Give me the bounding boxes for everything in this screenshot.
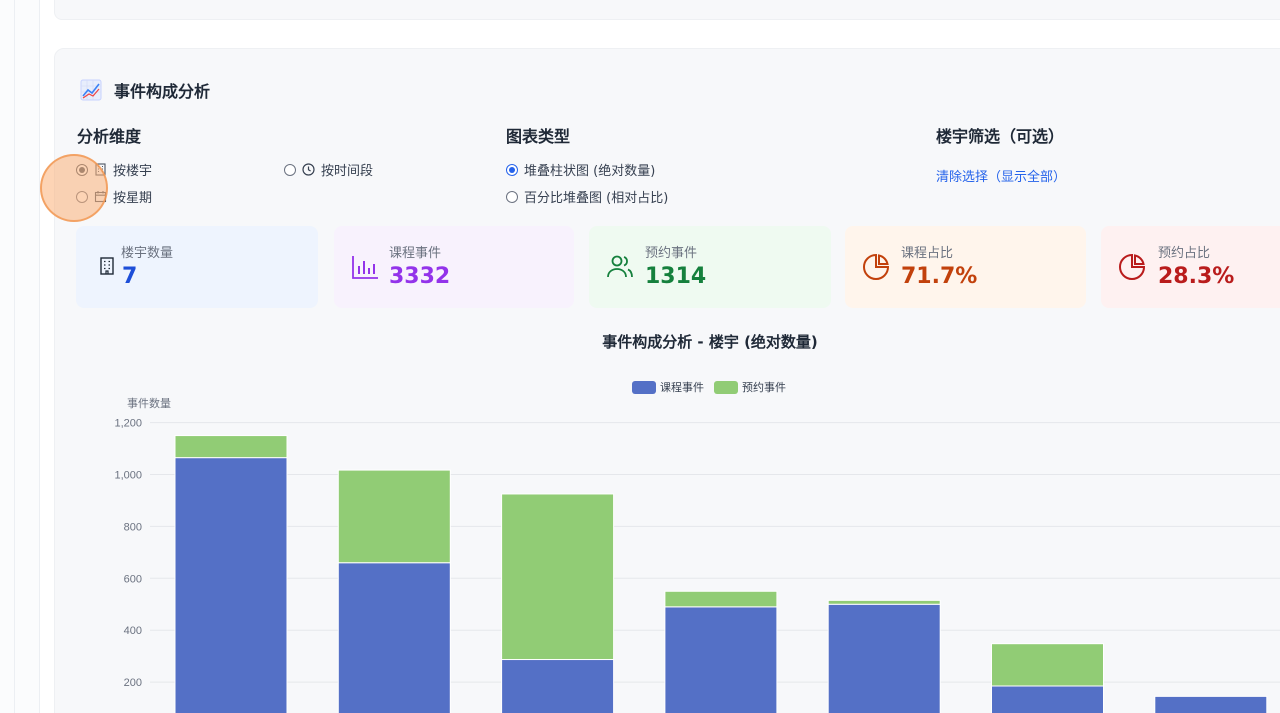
bar-segment [664,606,778,713]
clock-icon [302,163,315,176]
bar-segment [991,643,1104,687]
bar-segment [337,469,451,564]
radio-label: 堆叠柱状图 (绝对数量) [524,164,656,179]
users-icon [607,255,633,278]
y-tick-label: 200 [124,677,142,689]
radio-label: 按时间段 [321,164,374,179]
stat-value: 28.3% [1158,264,1235,289]
stat-label: 预约事件 [645,246,698,261]
clear-selection-link[interactable]: 清除选择（显示全部） [936,170,1067,185]
stat-label: 课程事件 [389,246,442,261]
previous-section-card [54,0,1280,20]
y-tick-label: 800 [124,521,142,533]
legend-swatch [632,381,656,394]
radio-circle[interactable] [506,190,518,203]
building-icon [100,257,114,275]
legend-label: 预约事件 [742,381,786,394]
stat-label: 课程占比 [901,246,954,261]
stat-card-course-events: 课程事件 3332 [334,226,574,308]
y-tick-label: 1,000 [114,470,142,482]
bar-segment [827,599,941,605]
chart-title: 事件构成分析 - 楼宇 (绝对数量) [602,333,818,351]
radio-stacked-bar[interactable]: 堆叠柱状图 (绝对数量) [506,160,655,179]
radio-circle[interactable] [284,163,296,176]
bar-segment [174,457,288,713]
radio-circle[interactable] [506,163,518,176]
chart-line-icon [80,79,102,101]
building-filter-title: 楼宇筛选（可选） [936,127,1065,146]
stat-card-booking-events: 预约事件 1314 [589,226,831,308]
bar-chart-icon [352,256,378,279]
stat-label: 预约占比 [1158,246,1211,261]
bar-segment [501,659,615,713]
bar-segment [827,603,941,713]
pie-chart-icon [863,253,890,280]
section-header: 事件构成分析 [80,78,210,102]
bar-segment [501,493,615,661]
stat-label: 楼宇数量 [121,246,174,261]
stat-card-building-count: 楼宇数量 7 [76,226,318,308]
bar-segment [174,435,288,459]
stat-value: 7 [122,264,138,289]
radio-label: 百分比堆叠图 (相对占比) [524,191,669,206]
left-rail [0,0,40,713]
y-axis-label: 事件数量 [127,397,171,410]
chart-type-title: 图表类型 [506,127,571,146]
stat-value: 1314 [645,264,707,289]
radio-label: 按楼宇 [113,164,153,179]
stat-card-booking-ratio: 预约占比 28.3% [1101,226,1280,308]
pie-chart-icon [1119,253,1146,280]
radio-label: 按星期 [113,191,153,206]
bar-segment [991,685,1104,713]
bar-segment [1154,695,1268,713]
bar-segment [664,590,778,608]
section-title: 事件构成分析 [114,82,211,101]
stat-card-course-ratio: 课程占比 71.7% [845,226,1086,308]
stat-value: 71.7% [901,264,978,289]
radio-percent-stacked[interactable]: 百分比堆叠图 (相对占比) [506,187,668,206]
y-tick-label: 400 [124,625,142,637]
legend-label: 课程事件 [660,381,704,394]
y-tick-label: 1,200 [114,418,142,430]
radio-by-time-slot[interactable]: 按时间段 [284,160,373,179]
stat-value: 3332 [389,264,451,289]
bar-segment [337,562,451,713]
dimension-title: 分析维度 [77,127,142,146]
legend-swatch [714,381,738,394]
y-tick-label: 600 [124,573,142,585]
